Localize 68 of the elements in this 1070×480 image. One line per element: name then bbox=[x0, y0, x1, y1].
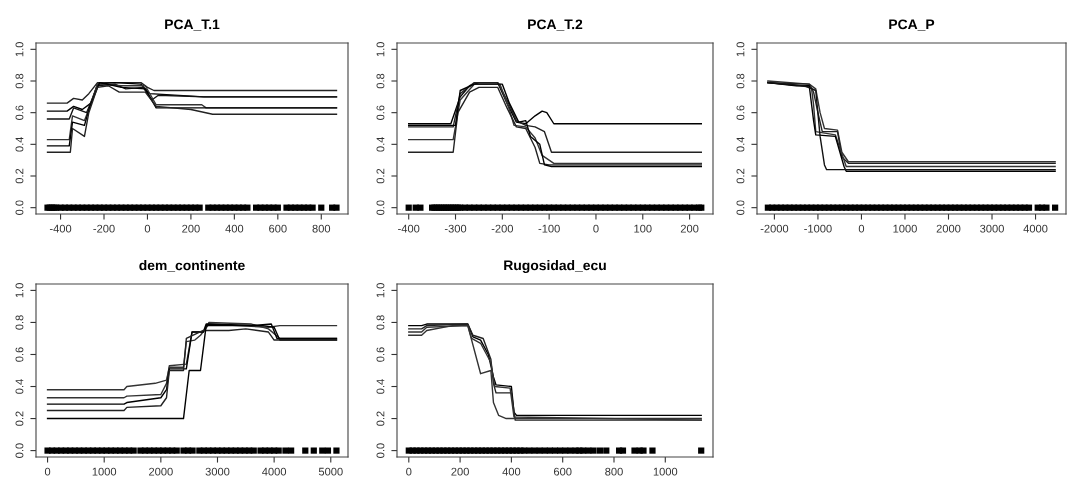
y-tick-label: 0.6 bbox=[736, 105, 745, 120]
y-tick-label: 0.8 bbox=[15, 73, 24, 89]
y-tick-label: 0.4 bbox=[15, 136, 24, 152]
y-tick-label: 0.2 bbox=[15, 411, 24, 426]
x-tick-label: -1000 bbox=[804, 224, 832, 233]
x-tick-label: -400 bbox=[49, 224, 72, 233]
x-tick-label: 2000 bbox=[149, 467, 173, 476]
x-tick-label: 200 bbox=[680, 224, 699, 233]
x-tick-label: 1000 bbox=[92, 467, 117, 476]
chart-title: dem_continente bbox=[139, 260, 245, 272]
y-tick-label: 0.0 bbox=[376, 443, 385, 458]
y-tick-label: 1.0 bbox=[376, 42, 385, 57]
x-tick-label: -300 bbox=[444, 224, 467, 233]
y-tick-label: 0.4 bbox=[376, 379, 385, 394]
y-tick-label: 0.6 bbox=[15, 105, 24, 120]
y-tick-label: 0.6 bbox=[376, 347, 385, 362]
y-tick-label: 0.8 bbox=[376, 315, 385, 330]
chart-title: PCA_T.2 bbox=[528, 19, 583, 31]
x-tick-label: 200 bbox=[451, 467, 469, 476]
x-tick-label: 0 bbox=[406, 467, 412, 476]
x-tick-label: -400 bbox=[398, 224, 420, 233]
y-tick-label: 0.0 bbox=[15, 200, 24, 215]
x-tick-label: 100 bbox=[634, 224, 652, 233]
x-tick-label: 3000 bbox=[980, 224, 1004, 233]
y-tick-label: 1.0 bbox=[15, 283, 24, 298]
x-tick-label: -200 bbox=[93, 224, 115, 233]
y-tick-label: 0.0 bbox=[15, 443, 24, 458]
y-tick-label: 1.0 bbox=[736, 42, 745, 57]
y-tick-label: 0.4 bbox=[376, 136, 385, 152]
y-tick-label: 0.6 bbox=[376, 105, 385, 120]
x-tick-label: 0 bbox=[144, 224, 151, 233]
x-tick-label: 0 bbox=[44, 467, 51, 476]
chart-title: Rugosidad_ecu bbox=[504, 260, 606, 274]
x-tick-label: 200 bbox=[182, 224, 200, 233]
y-tick-label: 0.0 bbox=[376, 200, 385, 215]
x-tick-label: 800 bbox=[605, 467, 623, 476]
x-tick-label: 3000 bbox=[205, 467, 230, 476]
x-tick-label: 1000 bbox=[653, 467, 678, 476]
y-tick-label: 0.4 bbox=[15, 379, 24, 394]
y-tick-label: 0.4 bbox=[736, 136, 745, 152]
chart-title: PCA_P bbox=[889, 19, 935, 31]
x-tick-label: 400 bbox=[502, 467, 521, 476]
x-tick-label: 600 bbox=[269, 224, 287, 233]
x-tick-label: -100 bbox=[538, 224, 560, 233]
y-tick-label: 1.0 bbox=[15, 42, 24, 57]
x-tick-label: 4000 bbox=[1023, 224, 1048, 233]
y-tick-label: 0.8 bbox=[736, 73, 745, 89]
y-tick-label: 0.8 bbox=[376, 73, 385, 89]
x-tick-label: 0 bbox=[593, 224, 599, 233]
y-tick-label: 0.2 bbox=[376, 411, 385, 426]
x-tick-label: 1000 bbox=[893, 224, 917, 233]
x-tick-label: 4000 bbox=[262, 467, 287, 476]
y-tick-label: 0.2 bbox=[376, 168, 385, 184]
x-tick-label: 800 bbox=[312, 224, 331, 233]
x-tick-label: 5000 bbox=[318, 467, 343, 476]
x-tick-label: 2000 bbox=[936, 224, 961, 233]
x-tick-label: -2000 bbox=[760, 224, 789, 233]
chart-title: PCA_T.1 bbox=[165, 19, 220, 31]
y-tick-label: 0.2 bbox=[15, 168, 24, 184]
x-tick-label: 400 bbox=[225, 224, 244, 233]
y-tick-label: 0.8 bbox=[15, 315, 24, 330]
y-tick-label: 0.0 bbox=[736, 200, 745, 215]
y-tick-label: 1.0 bbox=[376, 283, 385, 298]
y-tick-label: 0.2 bbox=[736, 168, 745, 184]
x-tick-label: -200 bbox=[491, 224, 514, 233]
y-tick-label: 0.6 bbox=[15, 347, 24, 362]
x-tick-label: 600 bbox=[553, 467, 572, 476]
x-tick-label: 0 bbox=[858, 224, 865, 233]
